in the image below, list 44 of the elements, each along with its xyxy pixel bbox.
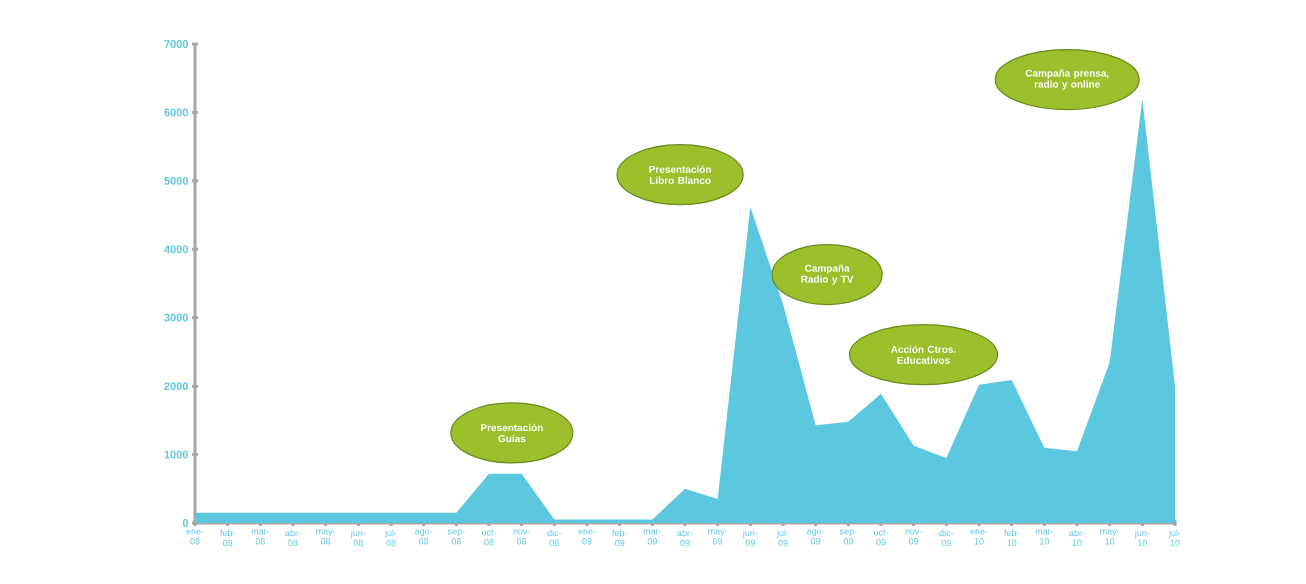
x-tick-label: feb-10: [1004, 529, 1020, 547]
x-tick-label: abr-10: [1069, 529, 1085, 547]
x-tick-label: ene-10: [970, 529, 988, 545]
x-tick-label: feb-09: [612, 529, 628, 547]
x-tick-label: jul-08: [384, 529, 397, 547]
y-tick-label: 3000: [164, 313, 189, 322]
x-tick-label: jun-10: [1134, 529, 1150, 547]
x-tick-label: abr-08: [285, 529, 301, 547]
x-tick-label: jul-10: [1168, 529, 1181, 547]
y-tick-label: 2000: [164, 382, 189, 391]
x-tick-label: ago-09: [807, 529, 825, 545]
y-tick-label: 5000: [164, 176, 189, 185]
y-tick-label: 0: [182, 519, 189, 527]
y-tick-label: 1000: [164, 450, 189, 459]
x-tick-label: mar-09: [643, 529, 662, 545]
x-tick-label: ene-09: [578, 529, 596, 545]
y-tick-label: 7000: [164, 40, 189, 48]
x-tick-label: jun-08: [350, 529, 366, 547]
annotation: Acción Ctros. Educativos: [890, 345, 956, 364]
x-tick-label: may-08: [316, 529, 336, 545]
x-tick-label: abr-09: [677, 529, 693, 547]
annotation: Campaña prensa, radio y online: [1025, 69, 1109, 90]
x-tick-label: may-09: [708, 529, 728, 545]
x-tick-label: ene-08: [186, 529, 204, 545]
y-tick-label: 6000: [164, 108, 189, 117]
x-tick-label: sep-08: [447, 529, 465, 545]
x-tick-label: dic-08: [547, 529, 562, 547]
x-tick-label: oct-08: [481, 529, 497, 546]
x-tick-label: nov-09: [905, 529, 923, 545]
x-tick-label: may-10: [1100, 529, 1120, 545]
x-tick-label: ago-08: [415, 529, 433, 545]
x-tick-label: jun-09: [742, 529, 758, 547]
x-tick-label: sep-09: [839, 529, 857, 545]
x-tick-label: nov-08: [513, 529, 531, 545]
annotation: Presentación Guías: [481, 423, 543, 443]
annotation: Presentación Libro Blanco: [649, 165, 711, 184]
x-tick-label: jul-09: [776, 529, 789, 547]
annotation: Campaña Radio y TV: [801, 264, 854, 285]
x-tick-label: dic-09: [939, 529, 954, 547]
x-tick-label: feb-08: [220, 529, 236, 547]
x-tick-label: mar-10: [1035, 529, 1054, 545]
x-tick-label: mar-08: [251, 529, 270, 545]
y-tick-label: 4000: [164, 245, 189, 254]
x-tick-label: oct-09: [873, 529, 889, 546]
